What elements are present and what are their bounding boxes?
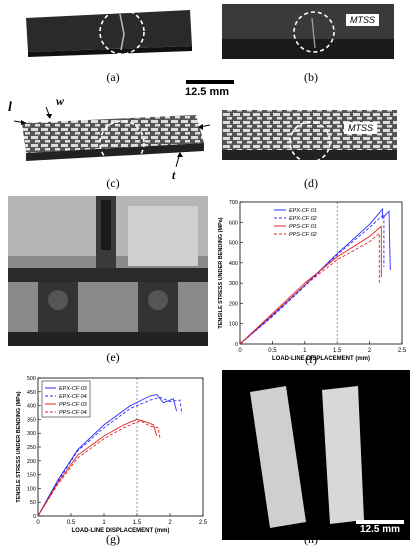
y-tick-label: 450: [27, 390, 36, 396]
scale-bar-top: [186, 80, 234, 84]
y-tick-label: 50: [30, 500, 36, 506]
photo-specimen-b: [222, 4, 394, 59]
photo-test-rig-e: [8, 196, 208, 346]
specimens-h-drawing: [250, 386, 404, 528]
y-tick-label: 100: [27, 486, 36, 492]
photo-specimen-a: [22, 4, 194, 59]
scale-label-h: 12.5 mm: [360, 524, 401, 535]
legend-entry: EPX-CF 03: [59, 386, 88, 392]
mtss-label-b: MTSS: [346, 14, 380, 26]
caption-a: (a): [106, 70, 120, 84]
y-tick-label: 150: [27, 473, 36, 479]
series-line-pps-cf-03: [37, 418, 158, 517]
x-tick-label: 1.5: [133, 520, 142, 526]
y-tick-label: 500: [229, 241, 238, 247]
chart-f: 0 0.5 1 1.5 2 2.5 0 100 200 300 400 500 600 700 LOAD-L…: [218, 200, 407, 362]
caption-d: (d): [304, 176, 318, 190]
caption-b: (b): [304, 70, 318, 84]
x-tick-label: 0: [238, 348, 242, 354]
y-tick-label: 600: [229, 220, 238, 226]
x-tick-label: 1: [303, 348, 307, 354]
y-tick-label: 100: [229, 322, 238, 328]
caption-f: (f): [305, 352, 317, 366]
mtss-label-d: MTSS: [344, 122, 378, 134]
photo-specimen-d: [222, 104, 397, 164]
y-tick-label: 700: [229, 200, 238, 206]
legend-entry: EPX-CF 02: [289, 216, 317, 222]
y-tick-label: 200: [229, 301, 238, 307]
dim-label-t: t: [172, 168, 176, 182]
x-tick-label: 0.5: [67, 520, 76, 526]
dim-label-w: w: [56, 94, 65, 108]
x-tick-label: 1.5: [333, 348, 342, 354]
series-line-epx-cf-03: [37, 394, 178, 517]
y-tick-label: 500: [27, 376, 36, 382]
dim-label-l: l: [8, 100, 12, 115]
x-axis-label: LOAD-LINE DISPLACEMENT (mm): [272, 356, 370, 362]
caption-g: (g): [106, 532, 120, 546]
legend-entry: PPS-CF 03: [59, 402, 88, 408]
legend-entry: EPX-CF 04: [59, 394, 87, 400]
x-tick-label: 2.5: [199, 520, 208, 526]
legend-entry: PPS-CF 04: [59, 410, 87, 416]
y-tick-label: 0: [33, 514, 36, 520]
caption-c: (c): [106, 176, 120, 190]
legend-entry: EPX-CF 01: [289, 208, 317, 214]
y-tick-label: 0: [235, 342, 238, 348]
specimen-b-drawing: [222, 4, 394, 59]
x-tick-label: 1: [102, 520, 106, 526]
x-tick-label: 2.5: [398, 348, 407, 354]
test-rig-drawing: [8, 196, 208, 346]
series-line-epx-cf-04: [37, 396, 183, 517]
caption-e: (e): [106, 350, 120, 364]
x-tick-label: 0: [36, 520, 40, 526]
legend-box: [41, 380, 91, 418]
specimen-c-drawing: [13, 106, 210, 168]
x-tick-label: 2: [168, 520, 172, 526]
photo-specimen-c: [10, 95, 210, 175]
series-line-epx-cf-02: [239, 213, 385, 345]
caption-h: (h): [304, 532, 318, 546]
series-line-epx-cf-01: [239, 207, 391, 345]
y-tick-label: 250: [27, 445, 36, 451]
y-tick-label: 300: [27, 431, 36, 437]
x-axis-label: LOAD-LINE DISPLACEMENT (mm): [72, 528, 170, 534]
x-tick-label: 0.5: [268, 348, 277, 354]
y-axis-label: TENSILE STRESS UNDER BENDING (MPa): [218, 217, 224, 328]
series-line-pps-cf-04: [37, 420, 161, 517]
y-tick-label: 350: [27, 417, 36, 423]
series-line-pps-cf-01: [239, 225, 382, 345]
photo-specimens-h: [222, 370, 410, 540]
x-tick-label: 2: [368, 348, 372, 354]
legend-entry: PPS-CF 01: [289, 224, 317, 230]
y-tick-label: 200: [27, 459, 36, 465]
specimen-a-drawing: [26, 9, 192, 57]
y-tick-label: 300: [229, 281, 238, 287]
y-tick-label: 400: [27, 404, 36, 410]
chart-g: 0 0.5 1 1.5 2 2.5 0 50 100 150 200 250 300 350 400 450 5…: [16, 376, 208, 534]
specimen-d-drawing: [222, 110, 397, 163]
y-tick-label: 400: [229, 261, 238, 267]
y-axis-label: TENSILE STRESS UNDER BENDING (MPa): [16, 391, 22, 502]
legend-entry: PPS-CF 02: [289, 232, 317, 238]
